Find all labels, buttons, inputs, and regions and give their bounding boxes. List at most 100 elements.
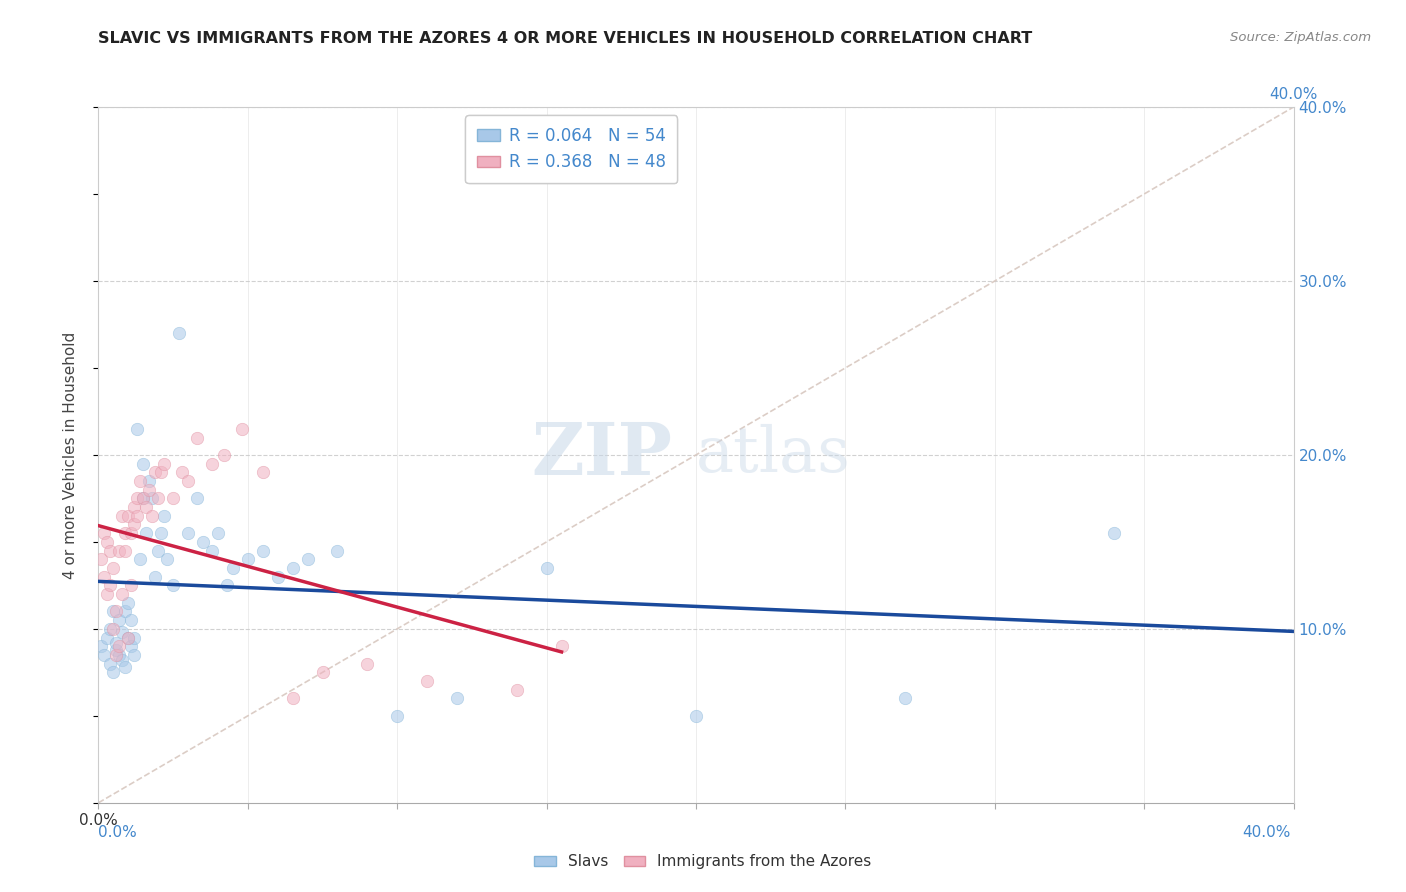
Point [103, 561, 125, 575]
Point [100, 543, 122, 558]
Point [114, 543, 136, 558]
Point [90, 552, 112, 566]
Point [162, 491, 184, 506]
Point [138, 483, 160, 497]
Point [93, 648, 115, 662]
Point [129, 552, 152, 566]
Point [108, 613, 131, 627]
Point [311, 665, 333, 680]
Point [148, 543, 170, 558]
Point [356, 657, 378, 671]
Point [108, 543, 131, 558]
Point [105, 636, 128, 650]
Point [416, 674, 439, 689]
Point [550, 639, 572, 653]
Point [117, 631, 139, 645]
Point [186, 431, 208, 445]
Point [252, 543, 274, 558]
Point [132, 491, 155, 506]
Point [186, 491, 208, 506]
Point [103, 622, 125, 636]
Point [93, 570, 115, 584]
Point [124, 648, 146, 662]
Point [127, 508, 149, 523]
Y-axis label: 4 or more Vehicles in Household: 4 or more Vehicles in Household [63, 331, 77, 579]
Point [172, 466, 194, 480]
Point [124, 631, 146, 645]
Point [111, 653, 134, 667]
Point [201, 457, 224, 471]
Point [108, 639, 131, 653]
Point [105, 648, 128, 662]
Point [96, 534, 118, 549]
Point [685, 708, 707, 723]
Point [222, 561, 245, 575]
Point [132, 457, 155, 471]
Point [156, 552, 179, 566]
Point [167, 326, 190, 340]
Text: atlas: atlas [696, 425, 851, 485]
Point [117, 596, 139, 610]
Point [124, 500, 146, 514]
Point [143, 466, 166, 480]
Point [326, 543, 349, 558]
Point [96, 587, 118, 601]
Point [162, 578, 184, 592]
Point [114, 526, 136, 541]
Point [281, 691, 304, 706]
Point [111, 587, 134, 601]
Text: ZIP: ZIP [531, 419, 672, 491]
Point [385, 708, 409, 723]
Point [100, 622, 122, 636]
Legend: R = 0.064   N = 54, R = 0.368   N = 48: R = 0.064 N = 54, R = 0.368 N = 48 [465, 115, 678, 183]
Point [201, 543, 224, 558]
Text: Source: ZipAtlas.com: Source: ZipAtlas.com [1230, 31, 1371, 45]
Point [135, 500, 157, 514]
Point [100, 657, 122, 671]
Point [177, 526, 200, 541]
Point [215, 578, 238, 592]
Point [117, 508, 139, 523]
Point [114, 660, 136, 674]
Point [150, 526, 173, 541]
Point [536, 561, 558, 575]
Point [141, 508, 163, 523]
Point [267, 570, 290, 584]
Legend: Slavs, Immigrants from the Azores: Slavs, Immigrants from the Azores [529, 848, 877, 875]
Text: SLAVIC VS IMMIGRANTS FROM THE AZORES 4 OR MORE VEHICLES IN HOUSEHOLD CORRELATION: SLAVIC VS IMMIGRANTS FROM THE AZORES 4 O… [98, 31, 1032, 46]
Point [177, 474, 200, 488]
Point [90, 639, 112, 653]
Point [132, 491, 155, 506]
Point [281, 561, 304, 575]
Point [297, 552, 319, 566]
Point [108, 648, 131, 662]
Point [129, 474, 152, 488]
Point [127, 491, 149, 506]
Point [141, 491, 163, 506]
Point [252, 466, 274, 480]
Text: 40.0%: 40.0% [1243, 825, 1291, 840]
Point [207, 526, 229, 541]
Point [446, 691, 468, 706]
Point [111, 508, 134, 523]
Point [100, 578, 122, 592]
Point [894, 691, 917, 706]
Point [103, 605, 125, 619]
Point [138, 474, 160, 488]
Point [96, 631, 118, 645]
Point [212, 448, 235, 462]
Point [153, 508, 176, 523]
Text: 0.0%: 0.0% [98, 825, 138, 840]
Point [117, 631, 139, 645]
Point [120, 526, 142, 541]
Point [148, 491, 170, 506]
Point [506, 682, 529, 697]
Point [105, 605, 128, 619]
Point [135, 526, 157, 541]
Point [93, 526, 115, 541]
Point [1104, 526, 1126, 541]
Point [124, 517, 146, 532]
Point [105, 642, 128, 657]
Point [120, 613, 142, 627]
Point [111, 625, 134, 640]
